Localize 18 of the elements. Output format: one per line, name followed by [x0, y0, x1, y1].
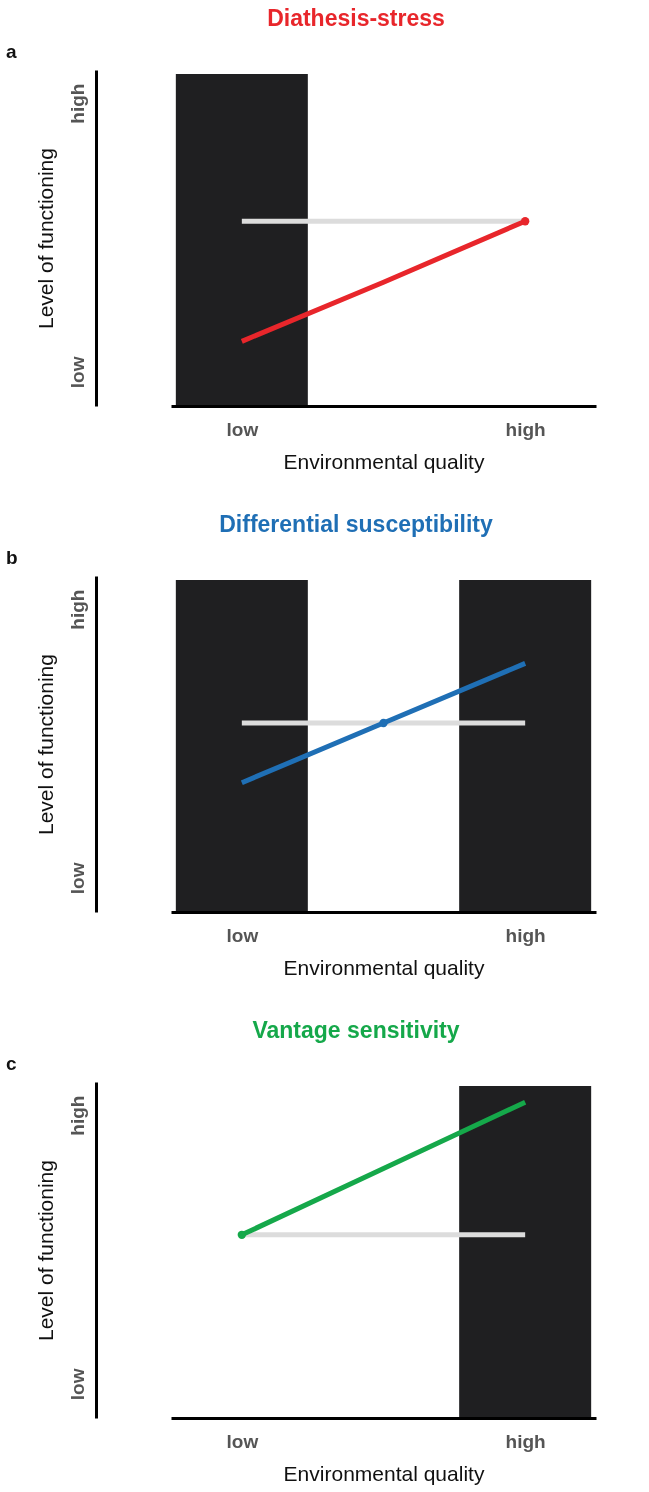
- chart-title: Differential susceptibility: [219, 511, 493, 537]
- chart-title: Diathesis-stress: [267, 5, 445, 31]
- text: a: [6, 41, 17, 62]
- text: high: [67, 1095, 88, 1136]
- y-axis-title: Level of functioning: [33, 654, 57, 835]
- y-axis-title: Level of functioning: [33, 1160, 57, 1341]
- x-axis-title: Environmental quality: [283, 1461, 485, 1485]
- text: low: [67, 862, 88, 895]
- text: low: [67, 1368, 88, 1401]
- text: low: [67, 356, 88, 389]
- text: high: [67, 589, 88, 630]
- text: high: [67, 83, 88, 124]
- chart-title: Vantage sensitivity: [252, 1017, 460, 1043]
- x-axis-title: Environmental quality: [283, 449, 485, 473]
- y-axis-title: Level of functioning: [33, 148, 57, 329]
- x-axis-title: Environmental quality: [283, 955, 485, 979]
- text: b: [6, 547, 18, 568]
- text: c: [6, 1053, 17, 1074]
